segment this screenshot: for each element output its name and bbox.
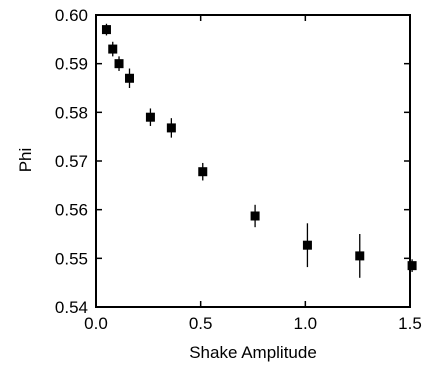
data-point [114, 59, 124, 69]
y-tick-label: 0.59 [55, 55, 88, 74]
x-tick-label: 0.5 [189, 314, 213, 333]
data-point [166, 123, 176, 133]
y-tick-label: 0.60 [55, 6, 88, 25]
x-tick-label: 1.5 [398, 314, 422, 333]
data-point [145, 112, 155, 122]
x-axis-ticks: 0.0 0.5 1.0 1.5 [84, 15, 422, 333]
error-bars [105, 23, 413, 278]
data-point [108, 44, 118, 54]
y-tick-label: 0.58 [55, 103, 88, 122]
y-axis-title: Phi [16, 148, 35, 173]
data-point [101, 25, 111, 35]
data-point [250, 211, 260, 221]
data-point [198, 167, 208, 177]
data-point [124, 73, 134, 83]
x-tick-label: 1.0 [294, 314, 318, 333]
y-tick-label: 0.55 [55, 249, 88, 268]
data-point [355, 251, 365, 261]
data-point [407, 261, 417, 271]
data-points [101, 25, 417, 271]
x-axis-title: Shake Amplitude [189, 343, 317, 362]
y-tick-label: 0.57 [55, 152, 88, 171]
y-tick-label: 0.56 [55, 201, 88, 220]
data-point [302, 240, 312, 250]
x-tick-label: 0.0 [84, 314, 108, 333]
y-axis-ticks: 0.54 0.55 0.56 0.57 0.58 0.59 0.60 [55, 6, 410, 317]
plot-frame [95, 14, 411, 308]
y-tick-label: 0.54 [55, 298, 88, 317]
